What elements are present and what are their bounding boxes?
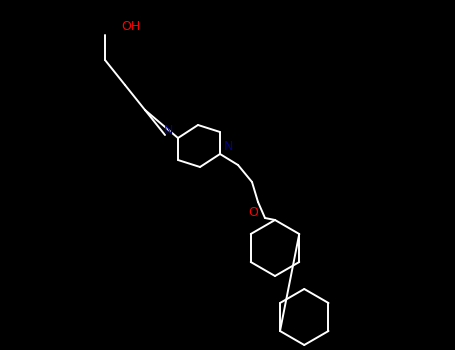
Text: OH: OH bbox=[121, 21, 140, 34]
Text: N: N bbox=[223, 140, 233, 153]
Text: N: N bbox=[163, 124, 173, 136]
Text: O: O bbox=[248, 206, 258, 219]
